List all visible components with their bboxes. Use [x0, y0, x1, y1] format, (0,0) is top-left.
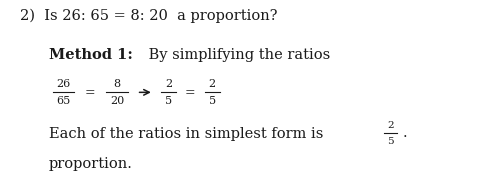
Text: 5: 5 — [165, 96, 172, 106]
Text: Each of the ratios in simplest form is: Each of the ratios in simplest form is — [49, 127, 323, 141]
Text: 2)  Is 26: 65 = 8: 20  a proportion?: 2) Is 26: 65 = 8: 20 a proportion? — [20, 9, 277, 23]
Text: 8: 8 — [114, 79, 121, 89]
Text: =: = — [185, 86, 196, 99]
Text: By simplifying the ratios: By simplifying the ratios — [144, 48, 330, 62]
Text: 20: 20 — [110, 96, 124, 106]
Text: 2: 2 — [209, 79, 216, 89]
Text: 2: 2 — [387, 121, 394, 130]
Text: 26: 26 — [56, 79, 71, 89]
Text: 2: 2 — [165, 79, 172, 89]
Text: =: = — [85, 86, 96, 99]
Text: Method 1:: Method 1: — [49, 48, 133, 62]
Text: 5: 5 — [209, 96, 216, 106]
Text: 5: 5 — [387, 137, 394, 146]
Text: .: . — [403, 126, 407, 140]
Text: proportion.: proportion. — [49, 157, 133, 171]
Text: 65: 65 — [56, 96, 71, 106]
